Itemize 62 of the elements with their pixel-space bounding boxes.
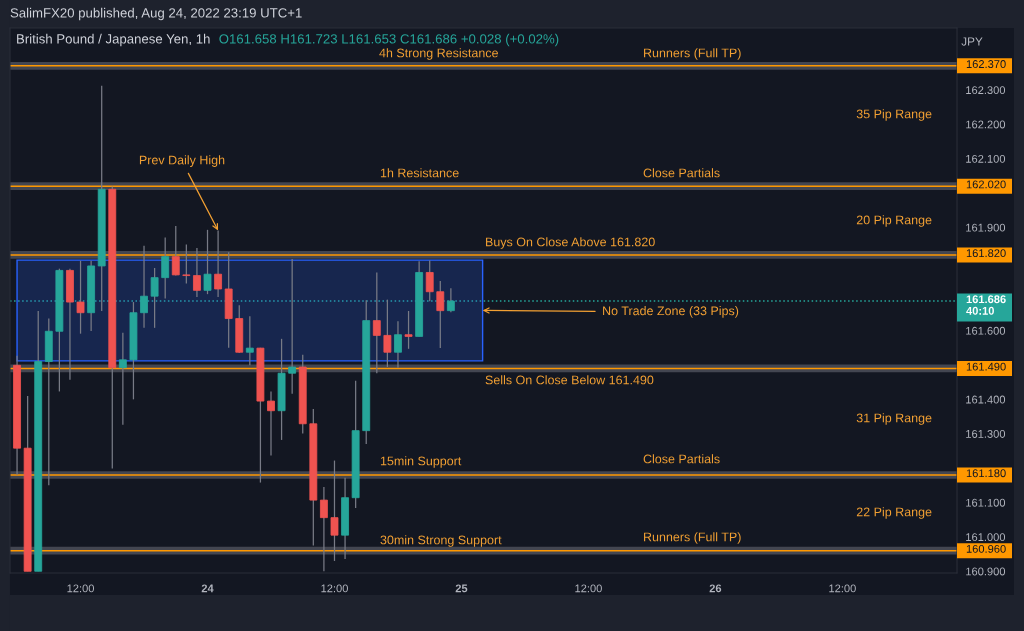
ref-line-label: 160.960: [966, 544, 1006, 553]
candlestick: [404, 310, 413, 350]
candlestick: [383, 299, 392, 368]
candlestick: [425, 259, 434, 302]
annotation: Sells On Close Below 161.490: [485, 375, 654, 385]
y-tick-label: 161.300: [966, 430, 1006, 438]
annotation: 20 Pip Range: [856, 215, 932, 227]
candlestick: [394, 320, 402, 369]
y-tick-label: 162.300: [966, 86, 1006, 95]
candlestick: [330, 459, 339, 562]
x-tick-label: 12:00: [321, 584, 348, 593]
ref-line-label: 161.686 40:10: [966, 295, 1006, 315]
annotation: 35 Pip Range: [856, 109, 932, 121]
chart-title: British Pound / Japanese Yen, 1h: [17, 33, 210, 47]
y-tick-label: 161.600: [966, 326, 1006, 335]
annotation: 31 Pip Range: [856, 413, 932, 425]
annotation: Buys On Close Above 161.820: [486, 237, 655, 249]
x-tick-label: 25: [455, 584, 468, 593]
x-tick-label: 12:00: [67, 584, 95, 593]
candlestick: [118, 332, 127, 426]
candlestick: [267, 390, 275, 457]
x-tick-label: 12:00: [829, 584, 856, 593]
candlestick: [214, 229, 222, 298]
annotation: 15min Support: [380, 456, 462, 468]
y-tick-label: 162.200: [966, 120, 1006, 129]
y-tick-label: 160.900: [966, 567, 1006, 576]
candlestick: [193, 247, 201, 298]
annotation: Close Partials: [643, 454, 720, 464]
y-tick-label: 161.900: [966, 223, 1006, 232]
annotation: 22 Pip Range: [856, 507, 932, 519]
candlestick: [182, 243, 191, 285]
annotation: 30min Strong Support: [380, 535, 502, 547]
ref-line-label: 161.820: [966, 249, 1006, 258]
candlestick: [319, 486, 328, 572]
x-tick-label: 12:00: [575, 584, 602, 593]
candlestick: [171, 225, 180, 277]
candlestick: [76, 260, 85, 335]
text: SalimFX20 published, Aug 24, 2022 23:19 UTC+1: [10, 7, 302, 21]
ref-line-label: 162.370: [966, 60, 1006, 68]
y-tick-label: 161.000: [966, 533, 1006, 542]
ref-line-label: 162.020: [966, 180, 1006, 189]
y-axis-title: JPY: [961, 37, 983, 46]
y-tick-label: 162.100: [966, 154, 1006, 163]
candlestick: [203, 229, 212, 295]
annotation: Prev Daily High: [139, 155, 225, 167]
annotation: 4h Strong Resistance: [379, 48, 498, 60]
annotation: No Trade Zone (33 Pips): [603, 306, 739, 318]
y-tick-label: 161.100: [966, 498, 1006, 507]
annotation: Runners (Full TP): [644, 532, 741, 544]
y-tick-label: 161.400: [966, 395, 1006, 404]
ref-line-label: 161.180: [966, 469, 1006, 478]
chart-subtitle: O161.658 H161.723 L161.653 C161.686 +0.028 (+0.02%): [219, 33, 559, 47]
annotation: Close Partials: [643, 168, 720, 178]
ref-line-label: 161.490: [966, 362, 1006, 371]
candlestick: [161, 236, 170, 300]
candlestick: [245, 315, 254, 366]
candlestick: [436, 280, 445, 349]
annotation: Runners (Full TP): [644, 48, 741, 60]
candlestick: [372, 271, 381, 374]
x-tick-label: 26: [709, 584, 722, 593]
x-tick-label: 24: [201, 584, 214, 593]
annotation: 1h Resistance: [380, 168, 459, 178]
